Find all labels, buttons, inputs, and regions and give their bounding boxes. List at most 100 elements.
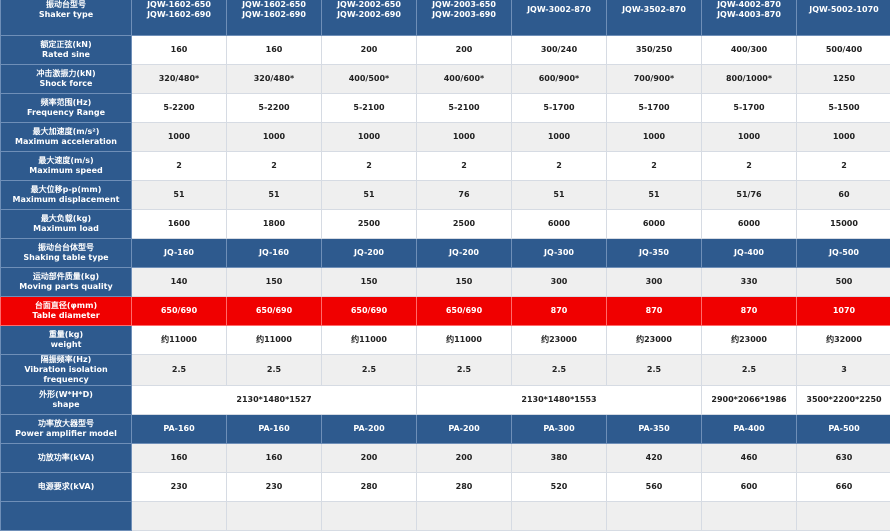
- value-cell: 300: [512, 268, 607, 297]
- value-cell: 160: [132, 36, 227, 65]
- cell-text: JQW-3002-870: [512, 5, 606, 15]
- cell-text: 60: [797, 190, 890, 200]
- value-cell: 2.5: [417, 355, 512, 386]
- row-label: 台面直径(φmm)Table diameter: [1, 297, 132, 326]
- empty-cell: [322, 502, 417, 531]
- value-cell: 160: [227, 36, 322, 65]
- row-label: 运动部件质量(kg)Moving parts quality: [1, 268, 132, 297]
- cell-text: Table diameter: [1, 311, 131, 321]
- cell-text: 160: [227, 45, 321, 55]
- value-cell: 6000: [607, 210, 702, 239]
- empty-cell: [1, 502, 132, 531]
- cell-text: 功放功率(kVA): [1, 453, 131, 463]
- cell-text: 300/240: [512, 45, 606, 55]
- cell-text: 3: [797, 365, 890, 375]
- cell-text: weight: [1, 340, 131, 350]
- cell-text: 520: [512, 482, 606, 492]
- value-cell: 420: [607, 444, 702, 473]
- cell-text: Maximum acceleration: [1, 137, 131, 147]
- value-cell: 2.5: [512, 355, 607, 386]
- value-cell: PA-200: [417, 415, 512, 444]
- cell-text: 1250: [797, 74, 890, 84]
- value-cell: 5-2200: [132, 94, 227, 123]
- cell-text: 51: [132, 190, 226, 200]
- cell-text: 650/690: [322, 306, 416, 316]
- cell-text: 5-1700: [702, 103, 796, 113]
- value-cell: 2130*1480*1553: [417, 386, 702, 415]
- value-cell: 2: [132, 152, 227, 181]
- cell-text: 最大速度(m/s): [1, 156, 131, 166]
- cell-text: 6000: [607, 219, 701, 229]
- value-cell: 1070: [797, 297, 890, 326]
- cell-text: 2: [227, 161, 321, 171]
- cell-text: 320/480*: [227, 74, 321, 84]
- cell-text: Shaker type: [1, 10, 131, 20]
- value-cell: 1000: [607, 123, 702, 152]
- cell-text: PA-400: [702, 424, 796, 434]
- cell-text: 约11000: [417, 335, 511, 345]
- value-cell: 150: [322, 268, 417, 297]
- value-cell: 700/900*: [607, 65, 702, 94]
- cell-text: 500/400: [797, 45, 890, 55]
- value-cell: 230: [227, 473, 322, 502]
- row-label: 冲击激振力(kN)Shock force: [1, 65, 132, 94]
- cell-text: Shock force: [1, 79, 131, 89]
- cell-text: JQ-400: [702, 248, 796, 258]
- cell-text: 230: [132, 482, 226, 492]
- cell-text: 台面直径(φmm): [1, 301, 131, 311]
- cell-text: 隔振频率(Hz): [1, 355, 131, 365]
- cell-text: 振动台型号: [1, 0, 131, 10]
- cell-text: 2.5: [132, 365, 226, 375]
- cell-text: 1070: [797, 306, 890, 316]
- cell-text: 870: [702, 306, 796, 316]
- value-cell: 520: [512, 473, 607, 502]
- value-cell: 2: [417, 152, 512, 181]
- value-cell: 76: [417, 181, 512, 210]
- cell-text: 3500*2200*2250: [797, 395, 890, 405]
- cell-text: 约11000: [322, 335, 416, 345]
- value-cell: PA-350: [607, 415, 702, 444]
- empty-cell: [607, 502, 702, 531]
- cell-text: 500: [797, 277, 890, 287]
- cell-text: 5-1500: [797, 103, 890, 113]
- value-cell: 2.5: [132, 355, 227, 386]
- value-cell: JQ-400: [702, 239, 797, 268]
- cell-text: Vibration isolation frequency: [1, 365, 131, 385]
- cell-text: 2.5: [702, 365, 796, 375]
- cell-text: 630: [797, 453, 890, 463]
- cell-text: 2.5: [417, 365, 511, 375]
- cell-text: 51/76: [702, 190, 796, 200]
- value-cell: 650/690: [227, 297, 322, 326]
- cell-text: Frequency Range: [1, 108, 131, 118]
- value-cell: 350/250: [607, 36, 702, 65]
- cell-text: 380: [512, 453, 606, 463]
- value-cell: 约11000: [322, 326, 417, 355]
- cell-text: JQW-4003-870: [702, 10, 796, 20]
- cell-text: shape: [1, 400, 131, 410]
- value-cell: 51: [227, 181, 322, 210]
- value-cell: 2.5: [607, 355, 702, 386]
- value-cell: 1000: [702, 123, 797, 152]
- cell-text: JQ-200: [322, 248, 416, 258]
- value-cell: 280: [322, 473, 417, 502]
- value-cell: 200: [322, 444, 417, 473]
- value-cell: 2: [797, 152, 890, 181]
- cell-text: 150: [322, 277, 416, 287]
- value-cell: 3500*2200*2250: [797, 386, 890, 415]
- value-cell: 51: [607, 181, 702, 210]
- value-cell: 2500: [417, 210, 512, 239]
- cell-text: 1000: [512, 132, 606, 142]
- value-cell: PA-500: [797, 415, 890, 444]
- value-cell: PA-300: [512, 415, 607, 444]
- cell-text: 2.5: [227, 365, 321, 375]
- row-label: 频率范围(Hz)Frequency Range: [1, 94, 132, 123]
- cell-text: JQ-160: [227, 248, 321, 258]
- cell-text: 200: [417, 45, 511, 55]
- model-header: JQW-3002-870: [512, 0, 607, 36]
